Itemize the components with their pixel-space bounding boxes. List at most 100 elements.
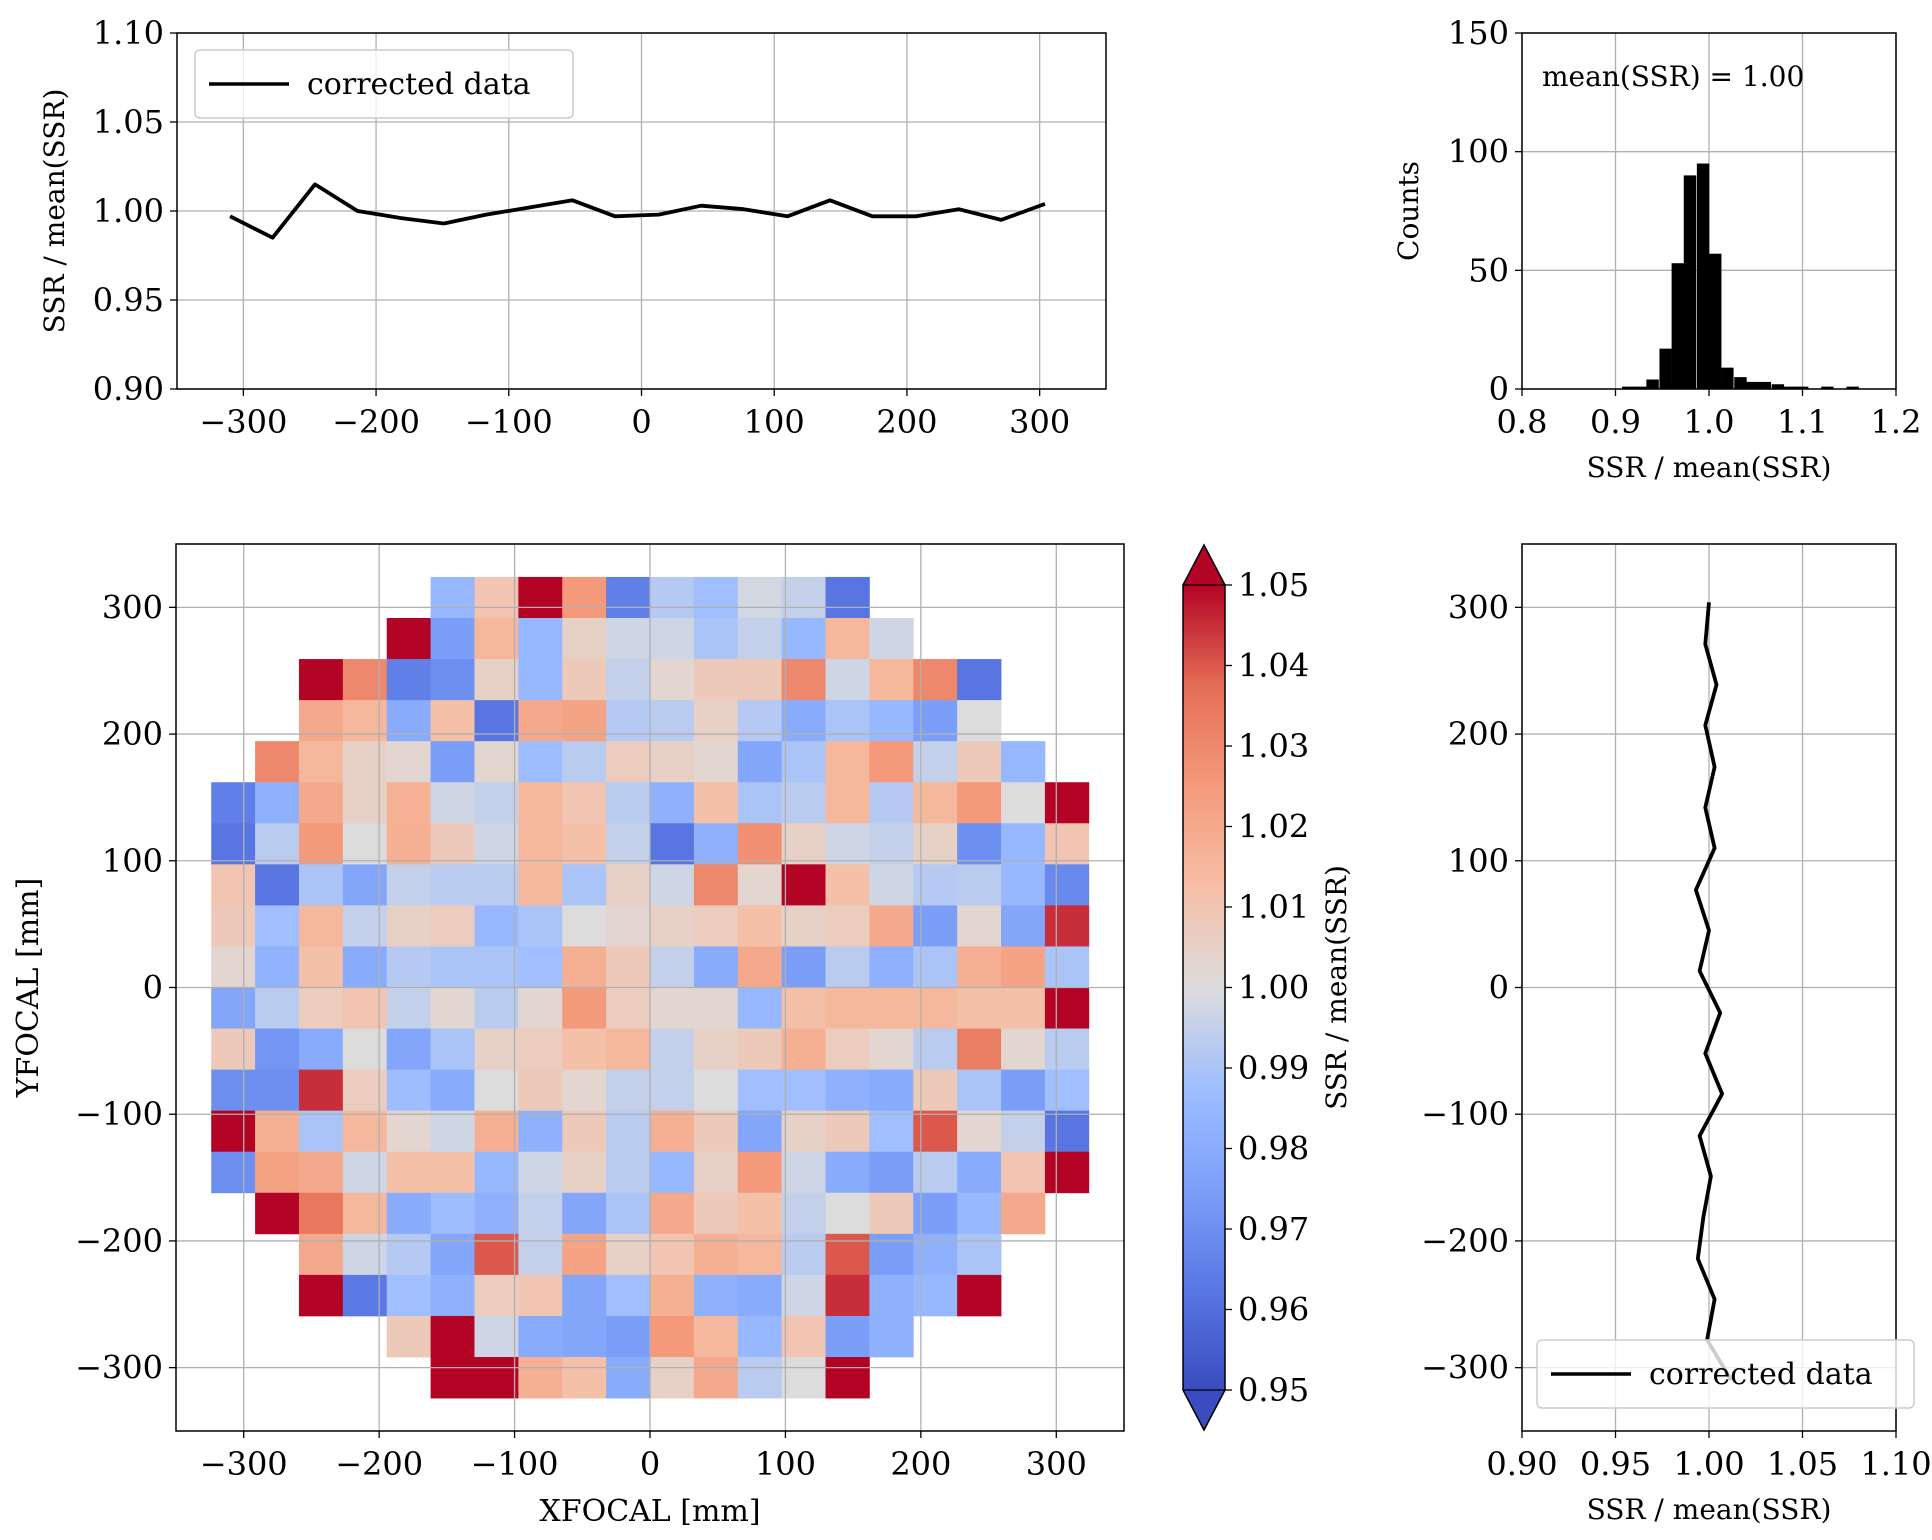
heatmap-cell [255, 1110, 300, 1153]
x-tick-label: −100 [471, 1445, 559, 1483]
y-tick-label: 300 [102, 588, 163, 626]
heatmap-cell [298, 741, 344, 783]
heatmap-cell [693, 1151, 739, 1194]
heatmap-cell [298, 1110, 344, 1153]
heatmap-cell [650, 576, 695, 619]
heatmap-cell [474, 576, 519, 619]
heatmap-cell [562, 1192, 607, 1235]
heatmap-cell [386, 1192, 432, 1235]
heatmap-cell [562, 1028, 607, 1071]
heatmap-cell [342, 1192, 388, 1235]
heatmap-cell [606, 1233, 651, 1276]
heatmap-cell [1001, 1069, 1046, 1112]
right-profile-y-ticks: −300 −200 −100 0 100 200 300 [1421, 588, 1522, 1387]
heatmap-cell [562, 946, 607, 988]
heatmap-cell [693, 618, 739, 660]
heatmap-cell [825, 864, 870, 906]
heatmap-cell [737, 618, 783, 660]
x-tick-label: 0.8 [1497, 403, 1548, 441]
heatmap-cell [430, 1274, 475, 1317]
histogram-bar [1622, 386, 1635, 389]
heatmap-cell [342, 1110, 388, 1153]
heatmap-cell [781, 576, 826, 619]
x-tick-label: −300 [200, 1445, 288, 1483]
heatmap-cell [957, 1274, 1002, 1317]
y-tick-label: 1.10 [93, 14, 164, 52]
heatmap-cell [825, 1028, 870, 1071]
heatmap-cell [606, 864, 651, 906]
heatmap-cell [825, 946, 870, 988]
right-profile-legend: corrected data [1536, 1339, 1915, 1409]
heatmap-cell [957, 905, 1002, 947]
series-line-corrected-data [1694, 602, 1734, 1382]
heatmap-cell [211, 782, 256, 824]
heatmap-cell [737, 659, 783, 701]
top-profile-legend: corrected data [194, 49, 574, 119]
x-tick-label: 1.1 [1777, 403, 1828, 441]
heatmap-cell [606, 946, 651, 988]
heatmap-cell [737, 905, 783, 947]
histogram-y-ticks: 0 50 100 150 [1448, 14, 1522, 408]
x-tick-label: −300 [199, 403, 287, 441]
heatmap-cell [737, 1151, 783, 1194]
heatmap-cell [693, 1233, 739, 1276]
histogram-mean-annotation: mean(SSR) = 1.00 [1542, 60, 1804, 93]
colorbar-tick-label: 0.98 [1238, 1130, 1309, 1168]
y-tick-label: 0 [143, 969, 163, 1007]
heatmap-cell [693, 782, 739, 824]
heatmap-cell [298, 1233, 344, 1276]
heatmap-cell [298, 782, 344, 824]
heatmap-cell [693, 1069, 739, 1112]
colorbar-gradient [1183, 585, 1225, 1390]
x-tick-label: 300 [1009, 403, 1070, 441]
heatmap-cell [869, 741, 914, 783]
legend-label: corrected data [1649, 1357, 1873, 1392]
heatmap-cell [518, 1110, 563, 1153]
heatmap-cell [474, 1233, 519, 1276]
heatmap-cell [913, 1110, 958, 1153]
heatmap-cell [606, 1110, 651, 1153]
heatmap-cell [606, 905, 651, 947]
x-tick-label: 200 [876, 403, 937, 441]
heatmap-cell [298, 1069, 344, 1112]
heatmap-cell [342, 1151, 388, 1194]
heatmap-cell [606, 618, 651, 660]
heatmap-cell [913, 946, 958, 988]
heatmap-cell [474, 741, 519, 783]
heatmap-cell [737, 864, 783, 906]
heatmap-cell [430, 618, 475, 660]
heatmap-cell [869, 659, 914, 701]
heatmap-cell [255, 1028, 300, 1071]
colorbar: 0.95 0.96 0.97 0.98 0.99 1.00 1.01 1.02 1.03 1.04… [1182, 543, 1353, 1432]
heatmap-cell [913, 741, 958, 783]
heatmap-cell [693, 659, 739, 701]
heatmap-cell [650, 1110, 695, 1153]
heatmap-cell [1001, 741, 1046, 783]
heatmap-cell [957, 823, 1002, 865]
right-profile-panel: 0.90 0.95 1.00 1.05 1.10 −300 −200 −100 0 100 200… [1421, 543, 1932, 1526]
y-tick-label: 0 [1489, 370, 1509, 408]
heatmap-cell [693, 1274, 739, 1317]
heatmap-cell [1044, 1069, 1090, 1112]
heatmap-cell [430, 659, 475, 701]
heatmap-cell [650, 987, 695, 1029]
heatmap-cell [430, 741, 475, 783]
y-tick-label: −200 [1421, 1222, 1509, 1260]
y-tick-label: 200 [1448, 715, 1509, 753]
heatmap-cell [211, 946, 256, 988]
heatmap-cell [825, 618, 870, 660]
heatmap-cell [430, 1233, 475, 1276]
x-tick-label: 0 [640, 1445, 660, 1483]
heatmap-cell [562, 1069, 607, 1112]
heatmap-cell [825, 1110, 870, 1153]
heatmap-cell [781, 659, 826, 701]
heatmap-cell [562, 987, 607, 1029]
heatmap-cell [869, 782, 914, 824]
heatmap-cell [474, 1315, 519, 1358]
heatmap-cell [693, 700, 739, 742]
heatmap-cell [474, 1192, 519, 1235]
histogram-bar [1646, 379, 1659, 389]
top-profile-panel: −300 −200 −100 0 100 200 300 0.90 0.95 1.00 1.05 1… [38, 14, 1107, 441]
heatmap-cell [869, 987, 914, 1029]
heatmap-cell [386, 1233, 432, 1276]
